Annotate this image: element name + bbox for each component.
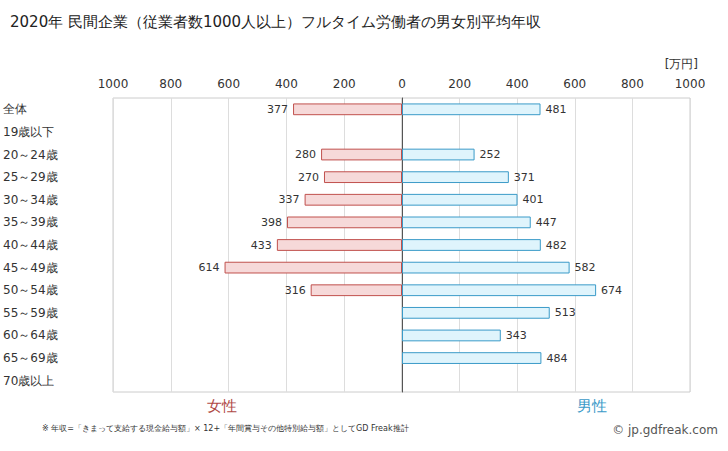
svg-text:398: 398	[261, 216, 282, 229]
svg-text:1000: 1000	[98, 77, 129, 91]
svg-text:70歳以上: 70歳以上	[3, 374, 54, 388]
svg-text:433: 433	[251, 239, 272, 252]
svg-text:55～59歳: 55～59歳	[3, 306, 58, 320]
svg-text:※ 年収=「きまって支給する現金給与額」× 12+「年間賞与: ※ 年収=「きまって支給する現金給与額」× 12+「年間賞与その他特別給与額」と…	[42, 424, 409, 433]
svg-text:65～69歳: 65～69歳	[3, 351, 58, 365]
svg-text:全体: 全体	[3, 102, 27, 116]
svg-text:1000: 1000	[675, 77, 706, 91]
svg-text:513: 513	[555, 306, 576, 319]
svg-text:377: 377	[267, 103, 288, 116]
svg-text:男性: 男性	[577, 397, 607, 415]
svg-text:400: 400	[275, 77, 298, 91]
svg-text:0: 0	[398, 77, 406, 91]
svg-text:482: 482	[546, 239, 567, 252]
svg-text:25～29歳: 25～29歳	[3, 170, 58, 184]
svg-text:614: 614	[199, 261, 220, 274]
svg-text:19歳以下: 19歳以下	[3, 125, 54, 139]
svg-text:447: 447	[536, 216, 557, 229]
svg-text:481: 481	[546, 103, 567, 116]
svg-text:20～24歳: 20～24歳	[3, 148, 58, 162]
svg-text:30～34歳: 30～34歳	[3, 193, 58, 207]
svg-text:337: 337	[279, 193, 300, 206]
svg-text:800: 800	[159, 77, 182, 91]
svg-text:200: 200	[448, 77, 471, 91]
svg-text:60～64歳: 60～64歳	[3, 328, 58, 342]
svg-text:女性: 女性	[207, 397, 237, 415]
svg-text:45～49歳: 45～49歳	[3, 261, 58, 275]
svg-text:316: 316	[285, 284, 306, 297]
svg-text:252: 252	[480, 148, 501, 161]
svg-text:600: 600	[563, 77, 586, 91]
svg-text:270: 270	[298, 171, 319, 184]
svg-text:600: 600	[217, 77, 240, 91]
svg-text:400: 400	[506, 77, 529, 91]
svg-text:2020年 民間企業（従業者数1000人以上）フルタイム労働: 2020年 民間企業（従業者数1000人以上）フルタイム労働者の男女別平均年収	[10, 13, 541, 31]
svg-text:40～44歳: 40～44歳	[3, 238, 58, 252]
svg-text:800: 800	[621, 77, 644, 91]
svg-text:371: 371	[514, 171, 535, 184]
svg-text:© jp.gdfreak.com: © jp.gdfreak.com	[612, 423, 718, 437]
svg-text:200: 200	[333, 77, 356, 91]
svg-text:674: 674	[601, 284, 622, 297]
svg-text:50～54歳: 50～54歳	[3, 283, 58, 297]
svg-text:343: 343	[506, 329, 527, 342]
svg-text:484: 484	[546, 352, 567, 365]
svg-text:582: 582	[575, 261, 596, 274]
svg-text:[万円]: [万円]	[665, 57, 698, 71]
svg-text:35～39歳: 35～39歳	[3, 215, 58, 229]
svg-text:280: 280	[295, 148, 316, 161]
svg-text:401: 401	[522, 193, 543, 206]
